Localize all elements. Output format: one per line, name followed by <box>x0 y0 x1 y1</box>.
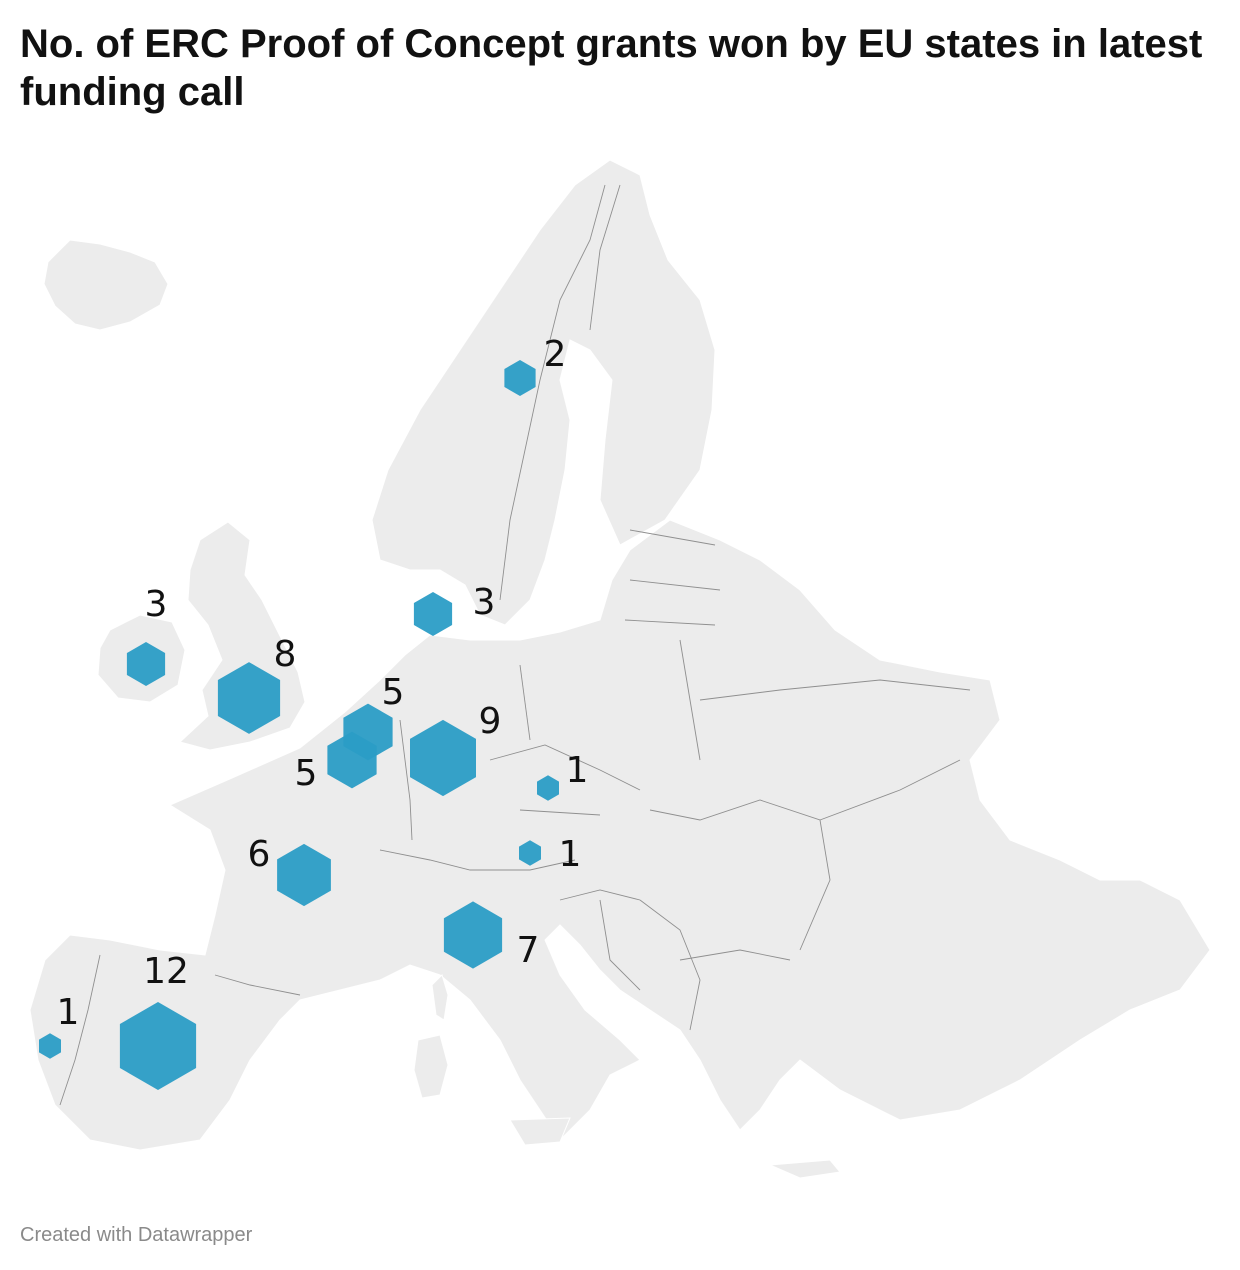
marker-label-spain: 12 <box>143 951 189 992</box>
border-sweden-finland <box>589 184 621 331</box>
border-balkans <box>559 889 791 1031</box>
marker-label-austria: 1 <box>559 834 582 875</box>
land-continent <box>29 519 1211 1151</box>
marker-label-belgium: 5 <box>295 753 318 794</box>
land-scandinavia <box>371 159 716 626</box>
land-layer <box>29 159 1211 1179</box>
hex-marker-austria[interactable] <box>519 840 541 866</box>
land-corsica <box>431 974 449 1021</box>
border-poland-east <box>679 639 701 761</box>
marker-label-czechia: 1 <box>566 750 589 791</box>
border-czechia <box>489 744 641 816</box>
hex-marker-germany[interactable] <box>410 719 476 797</box>
marker-label-uk: 8 <box>274 634 297 675</box>
marker-label-denmark: 3 <box>473 582 496 623</box>
hex-marker-spain[interactable] <box>119 1002 197 1090</box>
hex-marker-denmark[interactable] <box>413 592 453 636</box>
hex-marker-czechia[interactable] <box>537 775 559 801</box>
hex-marker-italy[interactable] <box>443 901 503 969</box>
marker-label-portugal: 1 <box>57 992 80 1033</box>
border-spain-portugal <box>59 954 101 1106</box>
land-sardinia <box>413 1034 449 1099</box>
border-france-spain <box>214 974 301 996</box>
border-germany-poland <box>519 664 531 741</box>
border-norway-sweden <box>499 184 606 601</box>
marker-label-france: 6 <box>248 834 271 875</box>
marker-label-netherlands: 5 <box>382 672 405 713</box>
hex-marker-france[interactable] <box>277 843 331 907</box>
marker-label-sweden: 2 <box>544 334 567 375</box>
border-alps <box>379 849 576 871</box>
hex-marker-ireland[interactable] <box>126 642 166 686</box>
chart-title: No. of ERC Proof of Concept grants won b… <box>20 22 1203 114</box>
marker-label-germany: 9 <box>479 701 502 742</box>
hex-marker-sweden[interactable] <box>504 360 536 396</box>
hex-marker-portugal[interactable] <box>39 1033 61 1059</box>
hex-marker-uk[interactable] <box>217 662 281 734</box>
marker-label-ireland: 3 <box>145 584 168 625</box>
border-layer <box>59 184 971 1106</box>
border-ukraine <box>699 679 971 821</box>
credit-footer: Created with Datawrapper <box>20 1224 253 1246</box>
land-crete <box>769 1159 841 1179</box>
marker-label-italy: 7 <box>517 930 540 971</box>
marker-label-layer: 2 3 3 8 5 5 9 1 1 6 7 12 1 <box>57 334 589 1033</box>
land-sicily <box>509 1117 571 1146</box>
border-hungary-romania <box>649 799 831 951</box>
border-baltics <box>624 529 721 626</box>
border-germany-west <box>399 719 413 841</box>
hex-marker-belgium[interactable] <box>327 731 377 789</box>
marker-layer <box>39 360 559 1090</box>
land-iceland <box>43 239 169 331</box>
